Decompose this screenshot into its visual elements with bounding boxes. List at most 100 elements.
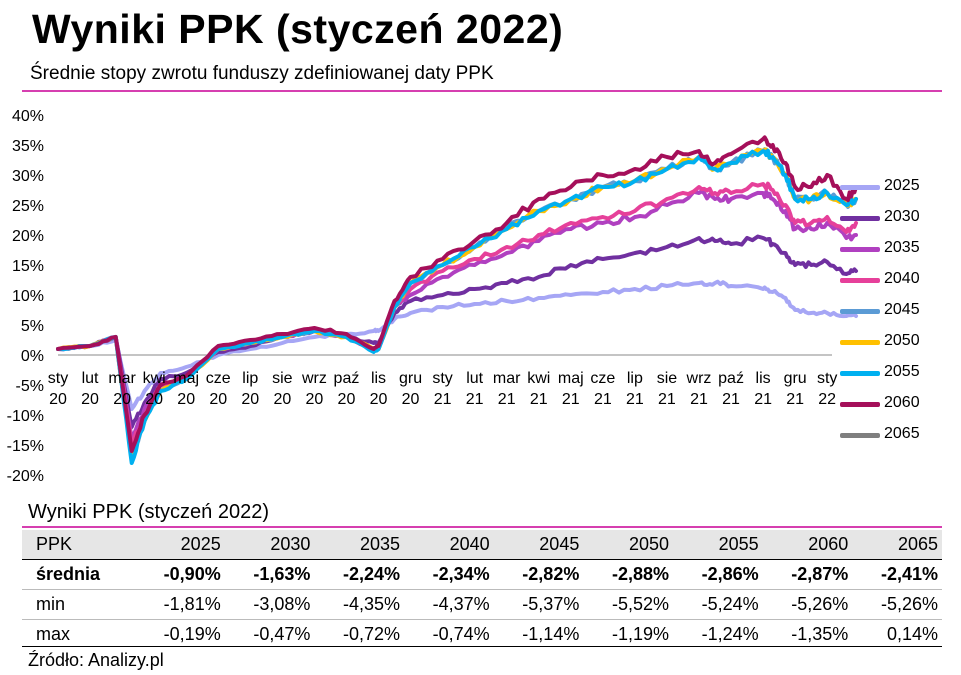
legend-swatch (840, 402, 880, 407)
legend-label: 2035 (884, 239, 920, 256)
x-tick-label-year: 20 (81, 391, 99, 408)
legend-swatch (840, 371, 880, 376)
table-row-min: min -1,81% -3,08% -4,35% -4,37% -5,37% -… (22, 589, 942, 620)
table-cell: -0,19% (163, 624, 221, 644)
y-tick-label: -20% (7, 468, 44, 485)
header-cell: 2060 (808, 534, 849, 554)
table-cell: -5,26% (791, 594, 849, 614)
x-tick-label-month: sty (48, 370, 68, 387)
table-cell: -1,19% (611, 624, 669, 644)
x-tick-label-month: gru (399, 370, 422, 387)
x-tick-label-month: cze (590, 370, 615, 387)
table-header-row: PPK 2025 2030 2035 2040 2045 2050 2055 2… (22, 530, 942, 560)
legend-label: 2060 (884, 394, 920, 411)
table-cell: -1,81% (163, 594, 221, 614)
y-tick-label: 30% (12, 168, 44, 185)
legend-swatch (840, 433, 880, 438)
table-cell: -1,24% (701, 624, 759, 644)
y-tick-label: 35% (12, 138, 44, 155)
x-tick-label-month: sty (817, 370, 837, 387)
x-tick-label-month: paź (718, 370, 744, 387)
x-tick-label-month: paź (334, 370, 360, 387)
x-tick-label-month: maj (558, 370, 584, 387)
line-chart: 40% 35% 30% 25% 20% 15% 10% 5% 0% -5% -10% -15% -20%… (7, 108, 858, 485)
legend-label: 2065 (884, 425, 920, 442)
y-tick-label: 0% (21, 348, 44, 365)
x-tick-label-month: sie (657, 370, 678, 387)
table-cell: -3,08% (253, 594, 311, 614)
table-cell: -5,26% (880, 594, 938, 614)
x-tick-label-year: 21 (562, 391, 580, 408)
x-tick-label-year: 22 (818, 391, 836, 408)
x-tick-label-month: lip (242, 370, 258, 387)
table-row-average: średnia -0,90% -1,63% -2,24% -2,34% -2,8… (22, 559, 942, 590)
y-tick-label: -15% (7, 438, 44, 455)
x-tick-label-year: 20 (145, 391, 163, 408)
x-tick-label-year: 20 (177, 391, 195, 408)
header-cell: 2045 (539, 534, 580, 554)
legend-label: 2025 (884, 177, 920, 194)
table-cell: -0,47% (253, 624, 311, 644)
x-tick-label-month: wrz (301, 370, 327, 387)
series-line-2060 (56, 135, 858, 453)
x-tick-label-month: sie (272, 370, 293, 387)
table-cell: -2,86% (701, 564, 759, 584)
x-tick-label-year: 21 (722, 391, 740, 408)
x-tick-label-month: lut (82, 370, 99, 387)
x-tick-label-month: mar (108, 370, 136, 387)
x-tick-label-year: 21 (786, 391, 804, 408)
table-cell: 0,14% (886, 624, 938, 644)
x-tick-label-year: 21 (690, 391, 708, 408)
y-tick-label: 5% (21, 318, 44, 335)
x-tick-label-month: lip (627, 370, 643, 387)
header-cell: 2055 (718, 534, 759, 554)
x-tick-label-year: 21 (498, 391, 516, 408)
table-title: Wyniki PPK (styczeń 2022) (28, 501, 270, 523)
legend-swatch (840, 185, 880, 190)
table-cell: -1,63% (253, 564, 311, 584)
table-cell: -2,87% (791, 564, 849, 584)
x-tick-label-month: cze (206, 370, 231, 387)
x-tick-label-month: sty (432, 370, 452, 387)
header-cell: 2030 (270, 534, 311, 554)
series-line-2025 (56, 279, 858, 411)
table-bottom-rule (22, 646, 942, 647)
series-line-2030 (56, 234, 858, 429)
table-cell: -5,24% (701, 594, 759, 614)
y-tick-label: 20% (12, 228, 44, 245)
table-cell: -1,14% (522, 624, 580, 644)
x-tick-label-year: 20 (402, 391, 420, 408)
table-cell: -0,74% (432, 624, 490, 644)
x-tick-label-month: maj (173, 370, 199, 387)
x-tick-label-year: 20 (113, 391, 131, 408)
x-tick-label-year: 21 (530, 391, 548, 408)
x-tick-label-year: 21 (434, 391, 452, 408)
legend-swatch (840, 340, 880, 345)
x-tick-label-month: kwi (527, 370, 550, 387)
results-table: PPK 2025 2030 2035 2040 2045 2050 2055 2… (22, 530, 942, 649)
y-tick-label: 25% (12, 198, 44, 215)
table-cell: -2,88% (611, 564, 669, 584)
x-tick-label-year: 21 (594, 391, 612, 408)
y-tick-label: 15% (12, 258, 44, 275)
chart-subtitle: Średnie stopy zwrotu funduszy zdefiniowa… (30, 63, 494, 84)
header-cell: 2035 (359, 534, 401, 554)
legend-label: 2040 (884, 270, 920, 287)
legend-label: 2055 (884, 363, 920, 380)
legend-label: 2050 (884, 332, 920, 349)
table-cell: min (36, 594, 66, 614)
x-tick-label-year: 20 (209, 391, 227, 408)
x-tick-label-year: 20 (49, 391, 67, 408)
table-cell: -2,24% (342, 564, 401, 584)
table-cell: -5,37% (522, 594, 580, 614)
x-tick-label-year: 20 (273, 391, 291, 408)
x-tick-label-year: 21 (754, 391, 772, 408)
source-note: Źródło: Analizy.pl (28, 650, 164, 670)
table-row-max: max -0,19% -0,47% -0,72% -0,74% -1,14% -… (22, 619, 942, 650)
x-tick-label-month: wrz (686, 370, 712, 387)
y-tick-label: 40% (12, 108, 44, 125)
series-line-2055 (56, 148, 858, 465)
x-tick-label-year: 20 (338, 391, 356, 408)
x-tick-label-year: 20 (370, 391, 388, 408)
y-tick-label: 10% (12, 288, 44, 305)
